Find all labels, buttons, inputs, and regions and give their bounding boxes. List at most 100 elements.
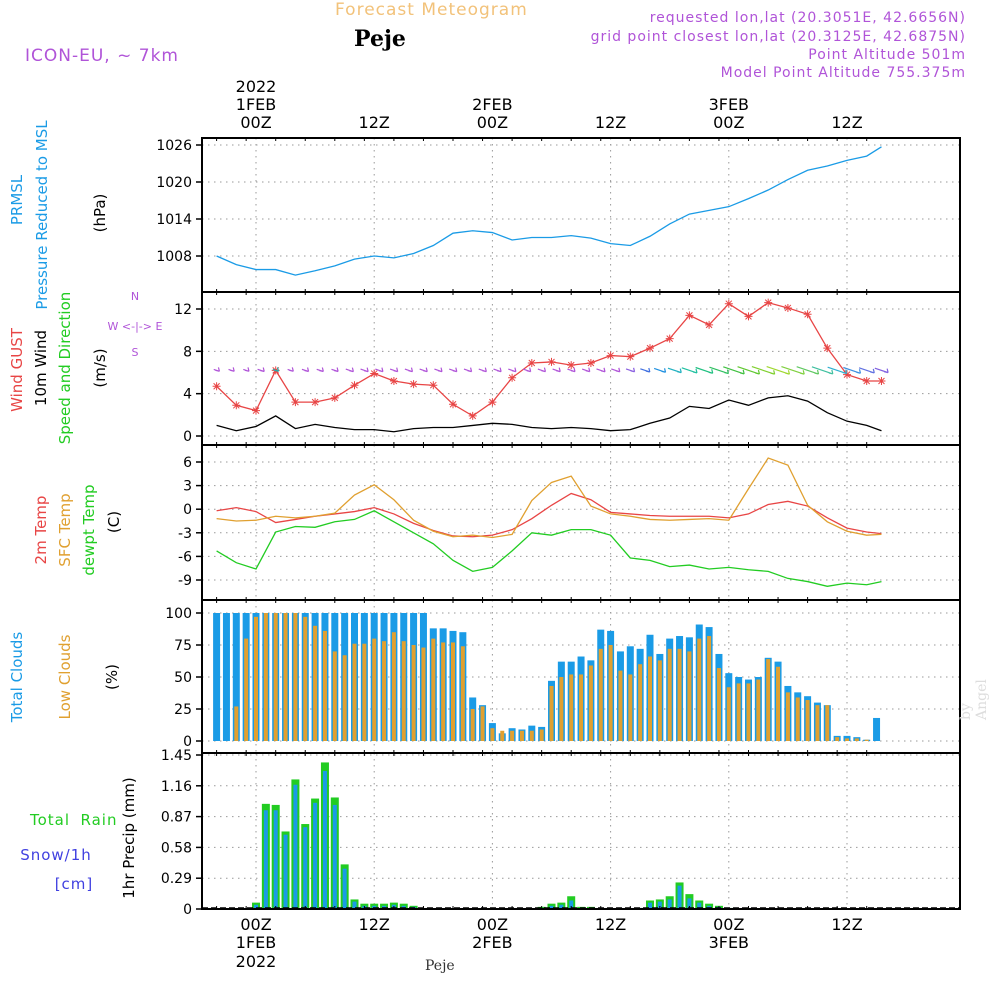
- snow-precip-bar: [322, 770, 327, 909]
- gust-marker: [803, 310, 812, 319]
- low-cloud-bar: [677, 648, 682, 741]
- gust-marker: [468, 411, 477, 420]
- y-tick-label: 50: [174, 670, 192, 686]
- low-cloud-bar: [825, 705, 830, 741]
- wind-barb: [508, 367, 517, 373]
- low-cloud-bar: [835, 737, 840, 741]
- gust-marker: [527, 358, 536, 367]
- wind-barb: [653, 367, 667, 373]
- y-tick-label: 1026: [156, 138, 192, 154]
- x-tick-label-bottom: 00Z: [713, 915, 744, 934]
- snow-precip-bar: [303, 827, 308, 909]
- gust-marker: [626, 352, 635, 361]
- low-cloud-bar: [431, 638, 436, 741]
- wind-barb: [522, 367, 532, 373]
- low-cloud-bar: [559, 677, 564, 741]
- gust-marker: [843, 370, 851, 379]
- gust-marker: [330, 393, 339, 402]
- x-tick-label-bottom: 12Z: [359, 915, 390, 934]
- wind10m-line: [216, 395, 882, 433]
- snow-precip-bar: [677, 885, 682, 909]
- low-cloud-bar: [549, 685, 554, 741]
- wind-barb: [331, 367, 339, 373]
- gust-marker: [606, 351, 615, 360]
- low-cloud-bar: [451, 642, 455, 741]
- panel-frame: [201, 444, 961, 601]
- y-tick-label: 3: [183, 479, 192, 495]
- gust-marker: [764, 298, 773, 307]
- low-cloud-bar: [776, 666, 781, 741]
- y-tick-label: 1.16: [161, 779, 192, 795]
- gridpoint-coords: grid point closest lon,lat (20.3125E, 42…: [590, 29, 966, 45]
- y-tick-label: -9: [178, 573, 192, 589]
- low-cloud-bar: [273, 613, 278, 741]
- precip-total-label: Total: [29, 811, 70, 829]
- wind-dir-label: Speed and Direction: [56, 292, 74, 445]
- low-cloud-bar: [815, 705, 820, 741]
- low-cloud-bar: [234, 706, 239, 741]
- date-label-top: 3FEB: [709, 95, 749, 114]
- model-altitude: Model Point Altitude 755.375m: [720, 65, 966, 81]
- wind-barb: [640, 367, 651, 373]
- gust-marker: [508, 373, 517, 382]
- wind-barb: [581, 367, 591, 373]
- gust-marker: [646, 344, 654, 353]
- snow-precip-bar: [283, 834, 288, 909]
- y-tick-label: 6: [183, 455, 192, 471]
- precip-unit: 1hr Precip (mm): [120, 777, 138, 898]
- wind-barb: [478, 367, 487, 373]
- y-tick-label: 25: [174, 702, 192, 718]
- snow-precip-bar: [559, 904, 564, 909]
- low-cloud-bar: [795, 697, 800, 741]
- gust-marker: [877, 376, 886, 385]
- low-cloud-bar: [332, 651, 337, 741]
- low-cloud-bar: [667, 648, 672, 741]
- gust-marker: [370, 369, 379, 378]
- wind-barb: [858, 367, 875, 374]
- snow-precip-bar: [313, 802, 318, 909]
- snow-precip-bar: [352, 901, 357, 909]
- wind-barb: [213, 367, 221, 372]
- low-cloud-bar: [244, 638, 249, 741]
- low-cloud-bar: [382, 641, 387, 741]
- low-cloud-bar: [391, 632, 396, 741]
- low-cloud-bar: [372, 638, 377, 741]
- low-cloud-bar: [805, 700, 810, 741]
- gust-marker: [311, 398, 320, 407]
- wind-barb: [827, 366, 848, 375]
- y-tick-label: 0.87: [161, 810, 192, 826]
- x-tick-label-bottom: 12Z: [831, 915, 862, 934]
- low-cloud-bar: [342, 655, 347, 741]
- clouds-unit: (%): [103, 664, 121, 690]
- wind-barb: [243, 367, 250, 372]
- wind-barb: [257, 367, 265, 373]
- y-tick-label: 0.58: [161, 840, 192, 856]
- y-tick-label: 0: [183, 902, 192, 918]
- low-clouds-label: Low Clouds: [56, 634, 74, 719]
- gust-marker: [252, 406, 260, 415]
- y-tick-label: 1014: [156, 212, 192, 228]
- low-cloud-bar: [322, 630, 327, 741]
- date-label-bottom: 1FEB: [236, 933, 276, 952]
- snow-precip-bar: [263, 810, 268, 909]
- low-cloud-bar: [352, 643, 357, 741]
- low-cloud-bar: [766, 659, 771, 741]
- temp2m-label: 2m Temp: [32, 496, 50, 565]
- compass-we: W <-|-> E: [108, 320, 163, 333]
- snow-precip-bar: [549, 905, 554, 909]
- low-cloud-bar: [618, 670, 623, 741]
- date-label-top: 1FEB: [236, 95, 276, 114]
- wind-barb: [493, 367, 502, 373]
- gust-marker: [449, 400, 457, 409]
- low-cloud-bar: [490, 728, 495, 741]
- date-label-bottom: 2FEB: [472, 933, 512, 952]
- low-cloud-bar: [697, 638, 702, 741]
- wind-barb: [737, 366, 761, 375]
- gust-marker: [409, 380, 418, 389]
- total-cloud-bar: [222, 613, 230, 741]
- compass-s: S: [132, 346, 139, 359]
- gust-marker: [586, 358, 595, 367]
- low-cloud-bar: [579, 674, 584, 741]
- low-cloud-bar: [726, 687, 731, 741]
